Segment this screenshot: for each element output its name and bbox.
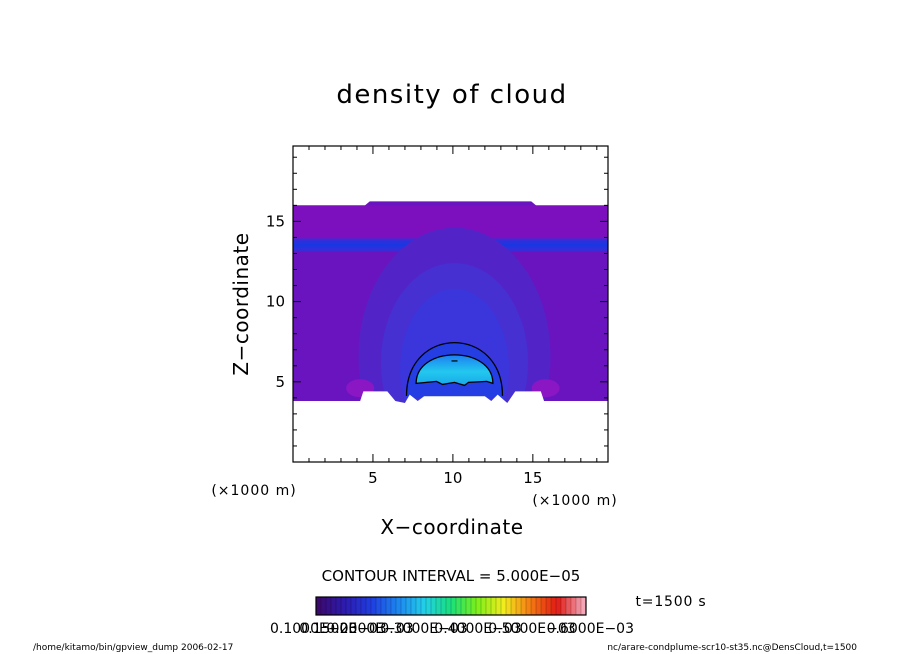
colorbar-cell [446, 597, 452, 615]
colorbar-cell [341, 597, 347, 615]
colorbar-cell [496, 597, 502, 615]
colorbar-cell [491, 597, 497, 615]
colorbar-tick-label: 0.2000E−03 [326, 621, 413, 637]
colorbar-tick-label: 0.4000E−03 [434, 621, 521, 637]
colorbar-cell [351, 597, 357, 615]
colorbar-cell [321, 597, 327, 615]
colorbar-cell [416, 597, 422, 615]
x-tick-label: 15 [523, 469, 542, 487]
colorbar-cell [451, 597, 457, 615]
axis-ticks [293, 146, 608, 462]
cloud-density-field [293, 146, 608, 462]
colorbar-cell [436, 597, 442, 615]
plume-core [415, 354, 494, 387]
chart-title: density of cloud [336, 80, 567, 110]
colorbar-cell [421, 597, 427, 615]
colorbar-cell [336, 597, 342, 615]
y-tick-label: 10 [266, 293, 285, 311]
colorbar [315, 597, 587, 615]
colorbar-tick-label: 0.5000E−03 [488, 621, 575, 637]
colorbar-cell [511, 597, 517, 615]
colorbar-cell [476, 597, 482, 615]
colorbar-cell [401, 597, 407, 615]
footer-left: /home/kitamo/bin/gpview_dump 2006-02-17 [33, 643, 233, 653]
colorbar-cell [346, 597, 352, 615]
colorbar-cell [536, 597, 542, 615]
colorbar-cell [386, 597, 392, 615]
colorbar-cell [566, 597, 572, 615]
colorbar-cell [411, 597, 417, 615]
colorbar-tick-label: 0.6000E−03 [547, 621, 634, 637]
colorbar-cell [456, 597, 462, 615]
colorbar-cell [426, 597, 432, 615]
colorbar-cell [381, 597, 387, 615]
colorbar-cell [376, 597, 382, 615]
y-tick-label: 5 [275, 373, 285, 391]
y-axis-label: Z−coordinate [229, 232, 253, 375]
colorbar-cell [531, 597, 537, 615]
x-tick-label: 5 [368, 469, 378, 487]
colorbar-cell [441, 597, 447, 615]
colorbar-tick-label: 0.1000E−03 [270, 621, 357, 637]
colorbar-cell [326, 597, 332, 615]
colorbar-cell [316, 597, 322, 615]
time-label: t=1500 s [636, 594, 707, 610]
bottom-clipped-region [293, 391, 608, 462]
colorbar-cell [396, 597, 402, 615]
colorbar-cell [366, 597, 372, 615]
x-unit-label: (×1000 m) [532, 493, 617, 509]
colorbar-tick-label: 0.3000E−03 [380, 621, 467, 637]
colorbar-tick-labels: 0.1000E−030.1500E−030.2000E−030.3000E−03… [270, 621, 634, 637]
colorbar-tick-label: 0.1500E−03 [299, 621, 386, 637]
colorbar-cell [581, 597, 587, 615]
colorbar-cell [466, 597, 472, 615]
colorbar-cell [526, 597, 532, 615]
plot-frame [292, 145, 609, 463]
colorbar-cell [506, 597, 512, 615]
colorbar-cell [371, 597, 377, 615]
colorbar-cell [361, 597, 367, 615]
colorbar-cell [486, 597, 492, 615]
colorbar-cell [546, 597, 552, 615]
colorbar-cell [356, 597, 362, 615]
colorbar-cell [576, 597, 582, 615]
colorbar-cell [516, 597, 522, 615]
colorbar-cell [406, 597, 412, 615]
contour-interval-label: CONTOUR INTERVAL = 5.000E−05 [322, 567, 581, 585]
colorbar-cell [521, 597, 527, 615]
colorbar-cell [431, 597, 437, 615]
contour-outer [405, 341, 504, 396]
x-axis-label: X−coordinate [380, 515, 523, 539]
colorbar-cell [541, 597, 547, 615]
colorbar-cell [461, 597, 467, 615]
x-tick-label: 10 [443, 469, 462, 487]
y-tick-label: 15 [266, 212, 285, 230]
footer-right: nc/arare-condplume-scr10-st35.nc@DensClo… [607, 643, 857, 653]
colorbar-frame [315, 596, 587, 616]
colorbar-cell [561, 597, 567, 615]
colorbar-cell [551, 597, 557, 615]
colorbar-cell [571, 597, 577, 615]
y-unit-label: (×1000 m) [211, 483, 296, 499]
colorbar-cell [556, 597, 562, 615]
colorbar-cell [331, 597, 337, 615]
colorbar-cell [481, 597, 487, 615]
colorbar-cell [501, 597, 507, 615]
colorbar-cell [391, 597, 397, 615]
colorbar-cell [471, 597, 477, 615]
